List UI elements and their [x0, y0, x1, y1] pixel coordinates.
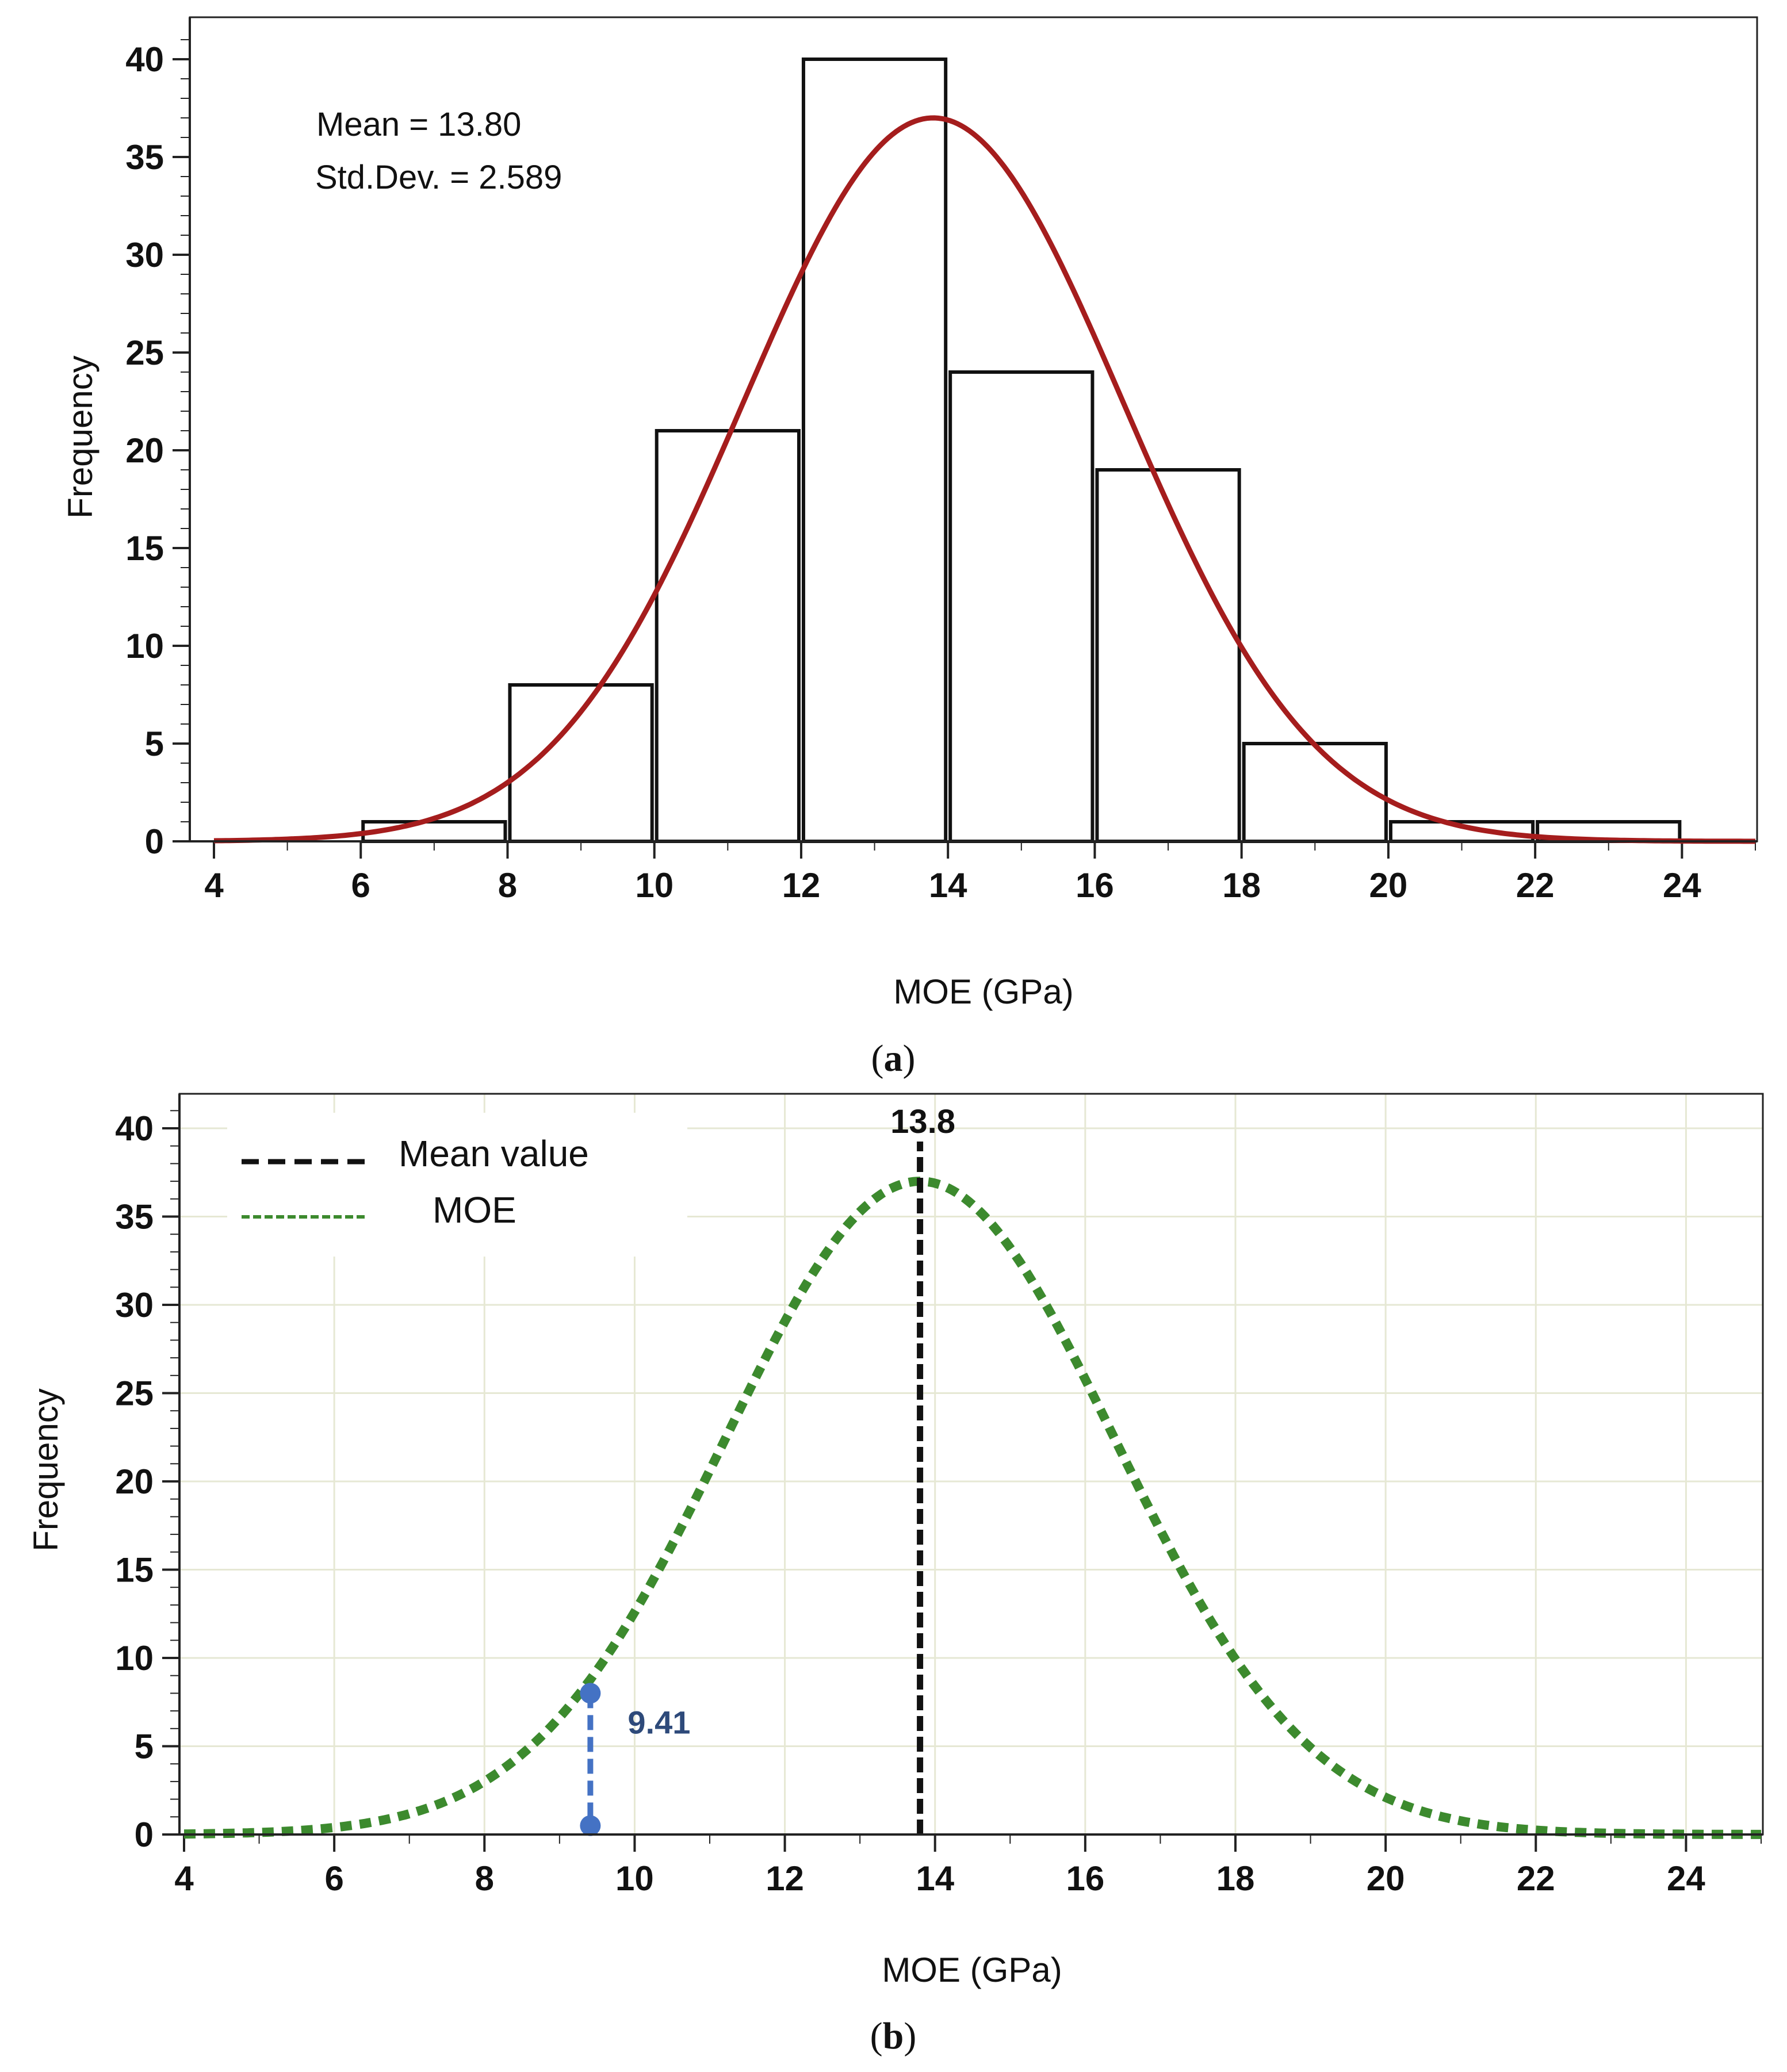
- x-tick-label: 10: [615, 1859, 654, 1898]
- y-axis-ticks: 0 5 10 15 20 25 30 35 40: [115, 1109, 179, 1854]
- std-dev-annotation: Std.Dev. = 2.589: [315, 159, 562, 196]
- x-tick-label: 14: [916, 1859, 954, 1898]
- y-tick-label: 10: [115, 1639, 154, 1677]
- y-axis-title: Frequency: [26, 1388, 65, 1551]
- y-tick-label: 5: [145, 725, 164, 763]
- histogram-bar: [801, 58, 948, 843]
- legend-moe-label: MOE: [433, 1189, 516, 1231]
- y-tick-label: 25: [115, 1374, 154, 1413]
- x-tick-label: 12: [782, 866, 821, 905]
- y-tick-label: 30: [125, 236, 164, 274]
- y-tick-label: 15: [115, 1551, 154, 1590]
- x-tick-label: 8: [475, 1859, 494, 1898]
- y-tick-label: 0: [135, 1816, 154, 1854]
- y-tick-label: 40: [115, 1109, 154, 1148]
- callout-value-label: 9.41: [627, 1704, 690, 1740]
- x-tick-label: 18: [1216, 1859, 1255, 1898]
- histogram-bar: [655, 429, 801, 843]
- x-tick-label: 12: [766, 1859, 804, 1898]
- y-tick-label: 40: [125, 40, 164, 79]
- y-tick-label: 35: [125, 138, 164, 177]
- x-tick-label: 6: [324, 1859, 343, 1898]
- x-axis-title: MOE (GPa): [893, 972, 1073, 1011]
- y-tick-label: 35: [115, 1198, 154, 1236]
- histogram-bins: [361, 58, 1682, 843]
- y-tick-label: 25: [125, 334, 164, 372]
- y-tick-label: 30: [115, 1286, 154, 1324]
- x-tick-label: 24: [1667, 1859, 1705, 1898]
- panel-b-normal-curve: 0 5 10 15 20 25 30 35 40 4 6 8 10 12 14 16 18 20 22 24 13.…: [26, 1093, 1764, 2057]
- mean-value-label: 13.8: [890, 1103, 955, 1140]
- y-tick-label: 5: [135, 1728, 154, 1766]
- legend-background: [227, 1113, 687, 1257]
- x-tick-label: 4: [174, 1859, 194, 1898]
- x-tick-label: 20: [1369, 866, 1408, 905]
- x-tick-label: 16: [1066, 1859, 1104, 1898]
- x-axis-ticks: 4 6 8 10 12 14 16 18 20 22 24: [204, 841, 1756, 905]
- x-tick-label: 20: [1367, 1859, 1405, 1898]
- legend-mean-label: Mean value: [399, 1133, 589, 1174]
- normal-fit-curve: [213, 115, 1755, 844]
- y-tick-label: 20: [115, 1462, 154, 1501]
- y-axis-ticks: 0 5 10 15 20 25 30 35 40: [125, 39, 190, 861]
- callout-top-marker: [580, 1683, 601, 1704]
- caption-b: (b): [870, 2015, 917, 2057]
- x-tick-label: 22: [1516, 866, 1555, 905]
- callout-bottom-marker: [580, 1815, 601, 1836]
- y-tick-label: 10: [125, 627, 164, 665]
- y-tick-label: 20: [125, 431, 164, 470]
- x-tick-label: 4: [204, 866, 224, 905]
- x-tick-label: 24: [1663, 866, 1701, 905]
- x-tick-label: 22: [1517, 1859, 1555, 1898]
- panel-a-histogram: 0 5 10 15 20 25 30 35 40 4 6 8 10 12 14 16 18 20 22 24 Mea…: [61, 16, 1758, 1079]
- caption-b-letter: b: [883, 2015, 904, 2057]
- y-tick-label: 15: [125, 529, 164, 568]
- histogram-bar: [1242, 742, 1388, 843]
- x-axis-title: MOE (GPa): [882, 1951, 1062, 1989]
- x-tick-label: 16: [1076, 866, 1114, 905]
- x-tick-label: 18: [1222, 866, 1261, 905]
- histogram-bar: [948, 370, 1095, 843]
- x-tick-label: 14: [929, 866, 967, 905]
- y-axis-title: Frequency: [61, 355, 100, 518]
- y-tick-label: 0: [145, 822, 164, 861]
- moe-normal-curve: [184, 1177, 1761, 1839]
- histogram-bar: [1095, 468, 1241, 843]
- caption-a-letter: a: [884, 1037, 903, 1079]
- x-tick-label: 10: [635, 866, 674, 905]
- mean-annotation: Mean = 13.80: [316, 106, 521, 143]
- x-tick-label: 6: [351, 866, 370, 905]
- x-axis-ticks: 4 6 8 10 12 14 16 18 20 22 24: [174, 1834, 1762, 1898]
- legend: Mean value MOE: [227, 1113, 687, 1257]
- x-tick-label: 8: [498, 866, 517, 905]
- caption-a: (a): [871, 1037, 916, 1079]
